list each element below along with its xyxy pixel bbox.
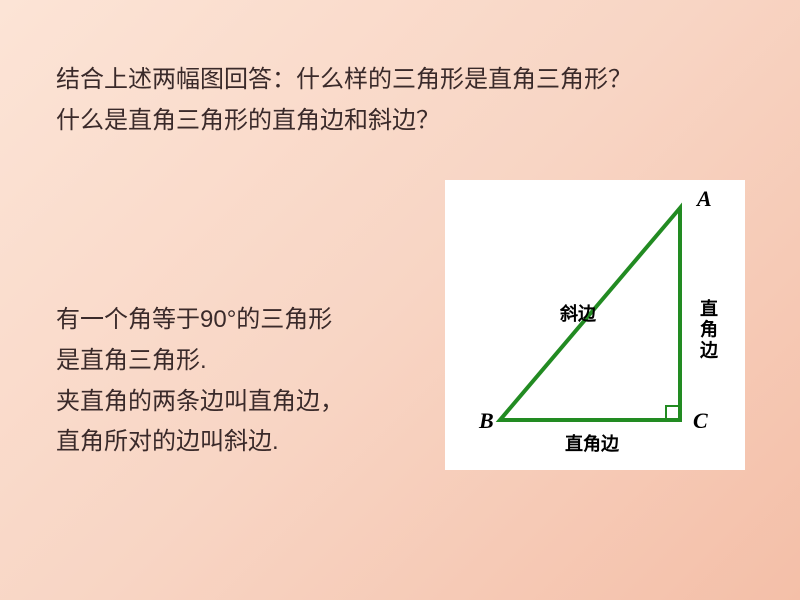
vertex-label-c: C <box>693 408 708 433</box>
question-block: 结合上述两幅图回答：什么样的三角形是直角三角形？ 什么是直角三角形的直角边和斜边… <box>56 60 744 142</box>
vertex-label-a: A <box>695 186 712 211</box>
answer-line-2: 是直角三角形. <box>56 341 396 382</box>
svg-text:直: 直 <box>700 298 718 319</box>
triangle-diagram: A B C 斜边 直角边 直角边 <box>445 180 745 470</box>
edge-label-leg-right: 直角边 <box>699 298 719 360</box>
answer-block: 有一个角等于90°的三角形 是直角三角形. 夹直角的两条边叫直角边， 直角所对的… <box>56 300 396 463</box>
answer-line-4: 直角所对的边叫斜边. <box>56 422 396 463</box>
svg-text:角: 角 <box>700 319 718 340</box>
triangle-svg: A B C 斜边 直角边 直角边 <box>445 180 745 470</box>
answer-line-1: 有一个角等于90°的三角形 <box>56 300 396 341</box>
vertex-label-b: B <box>478 408 494 433</box>
answer-line-3: 夹直角的两条边叫直角边， <box>56 382 396 423</box>
question-line-2: 什么是直角三角形的直角边和斜边？ <box>56 101 744 142</box>
question-line-1: 结合上述两幅图回答：什么样的三角形是直角三角形？ <box>56 60 744 101</box>
edge-label-leg-bottom: 直角边 <box>565 433 620 454</box>
edge-label-hypotenuse: 斜边 <box>559 303 597 324</box>
svg-text:边: 边 <box>699 340 719 360</box>
